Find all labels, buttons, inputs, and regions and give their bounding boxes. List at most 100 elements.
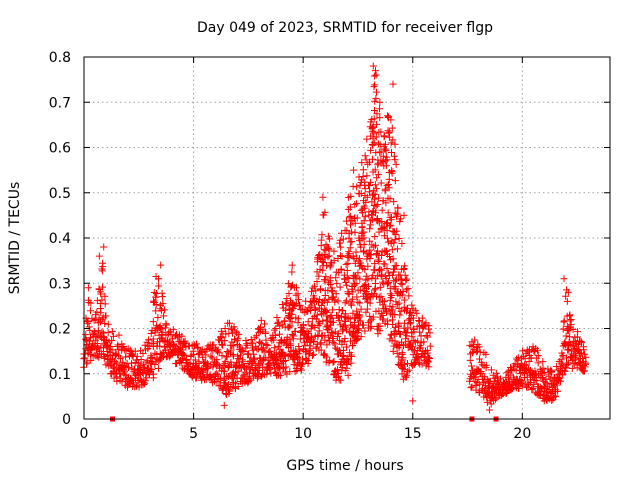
- data-point: [528, 386, 536, 394]
- data-point: [385, 175, 393, 183]
- data-point: [363, 193, 371, 201]
- data-point: [292, 284, 300, 292]
- data-point: [408, 343, 416, 351]
- data-point: [425, 322, 433, 330]
- data-point: [391, 177, 399, 185]
- data-point: [339, 235, 347, 243]
- data-point: [401, 271, 409, 279]
- data-point: [371, 286, 379, 294]
- data-point: [425, 363, 433, 371]
- data-point: [397, 330, 405, 338]
- data-point: [203, 360, 211, 368]
- data-point: [286, 315, 294, 323]
- data-point: [351, 281, 359, 289]
- data-point: [578, 339, 586, 347]
- y-tick-label: 0.6: [49, 141, 71, 157]
- data-point: [294, 290, 302, 298]
- data-point: [257, 316, 265, 324]
- data-point: [361, 185, 369, 193]
- data-point: [574, 328, 582, 336]
- data-point: [276, 330, 284, 338]
- data-point: [361, 204, 369, 212]
- data-point: [264, 341, 272, 349]
- data-point: [403, 371, 411, 379]
- data-point: [335, 316, 343, 324]
- data-point: [405, 292, 413, 300]
- data-point: [222, 379, 230, 387]
- data-point: [370, 186, 378, 194]
- data-point: [304, 357, 312, 365]
- data-point: [381, 187, 389, 195]
- data-point: [347, 351, 355, 359]
- data-point: [541, 384, 549, 392]
- data-point: [408, 301, 416, 309]
- data-point: [152, 301, 160, 309]
- data-point: [345, 254, 353, 262]
- data-point: [318, 332, 326, 340]
- data-point: [386, 302, 394, 310]
- data-point: [263, 370, 271, 378]
- data-point: [380, 297, 388, 305]
- data-point: [330, 247, 338, 255]
- data-point: [193, 374, 201, 382]
- data-point: [475, 343, 483, 351]
- data-point: [564, 327, 572, 335]
- data-point: [355, 255, 363, 263]
- data-point: [341, 335, 349, 343]
- data-point: [372, 95, 380, 103]
- data-point: [295, 343, 303, 351]
- data-point: [381, 260, 389, 268]
- data-point: [285, 336, 293, 344]
- data-point: [250, 350, 258, 358]
- data-point: [366, 246, 374, 254]
- data-point: [343, 266, 351, 274]
- data-point: [338, 363, 346, 371]
- data-point: [309, 351, 317, 359]
- data-point: [313, 278, 321, 286]
- data-point: [468, 383, 476, 391]
- data-point: [482, 350, 490, 358]
- data-point: [154, 314, 162, 322]
- data-point: [376, 114, 384, 122]
- data-point: [533, 377, 541, 385]
- data-point: [369, 62, 377, 70]
- data-point: [329, 318, 337, 326]
- data-point: [109, 363, 117, 371]
- data-point: [120, 342, 128, 350]
- data-point: [361, 152, 369, 160]
- data-point: [348, 238, 356, 246]
- data-point: [104, 342, 112, 350]
- data-point: [424, 349, 432, 357]
- data-point: [315, 272, 323, 280]
- data-point: [515, 367, 523, 375]
- data-point: [315, 327, 323, 335]
- data-point: [370, 243, 378, 251]
- data-point: [553, 381, 561, 389]
- y-tick-labels: 0 0.1 0.2 0.3 0.4 0.5 0.6 0.7 0.8: [49, 50, 71, 428]
- data-point: [342, 260, 350, 268]
- data-point: [147, 359, 155, 367]
- data-point: [422, 331, 430, 339]
- data-point: [372, 133, 380, 141]
- data-point: [539, 374, 547, 382]
- data-point: [218, 341, 226, 349]
- data-point: [354, 269, 362, 277]
- data-point: [370, 115, 378, 123]
- data-point: [321, 208, 329, 216]
- data-point: [84, 284, 92, 292]
- data-point: [289, 335, 297, 343]
- data-point: [547, 389, 555, 397]
- data-point: [371, 195, 379, 203]
- data-point: [366, 188, 374, 196]
- data-point: [569, 326, 577, 334]
- data-point: [324, 322, 332, 330]
- data-point: [147, 352, 155, 360]
- data-point: [294, 315, 302, 323]
- data-point: [391, 310, 399, 318]
- data-point: [391, 156, 399, 164]
- data-point: [376, 322, 384, 330]
- data-point: [388, 169, 396, 177]
- data-point: [371, 279, 379, 287]
- data-point: [159, 293, 167, 301]
- data-point: [417, 332, 425, 340]
